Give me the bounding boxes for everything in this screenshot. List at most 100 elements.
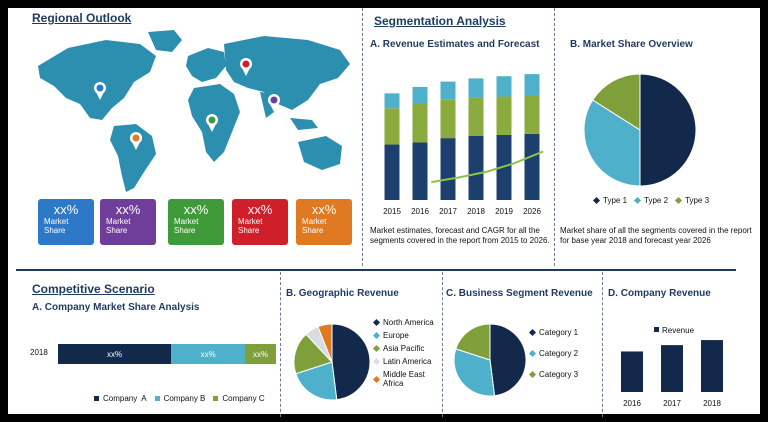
- stack-bar-segment: [412, 86, 428, 104]
- legend-label: Type 3: [685, 196, 710, 205]
- card-value: xx%: [247, 202, 273, 217]
- card-value: xx%: [183, 202, 209, 217]
- legend-label: Revenue: [662, 326, 695, 335]
- company-share-subtitle: A. Company Market Share Analysis: [32, 302, 200, 313]
- legend-swatch: [372, 331, 381, 340]
- legend-swatch: [154, 396, 160, 401]
- legend-label: Company C: [222, 394, 265, 403]
- stack-bar-segment: [468, 97, 484, 136]
- x-tick-label: 2018: [703, 399, 721, 408]
- legend-label: Company A: [103, 394, 147, 403]
- legend-swatch: [372, 344, 381, 353]
- company-revenue-subtitle: D. Company Revenue: [608, 288, 711, 299]
- section-divider: [16, 269, 736, 271]
- market-share-subtitle: B. Market Share Overview: [570, 39, 693, 50]
- market-share-pie: [583, 73, 697, 187]
- card-value: xx%: [115, 202, 141, 217]
- legend-swatch: [633, 196, 642, 205]
- revenue-bar: [621, 351, 643, 392]
- stack-bar-segment: [384, 93, 400, 109]
- legend-item: Category 3: [528, 370, 578, 379]
- card-label: Market: [174, 217, 199, 226]
- company-bar-segment: xx%: [171, 344, 246, 364]
- regional-outlook-title: Regional Outlook: [32, 11, 132, 25]
- divider: [554, 8, 555, 266]
- legend-swatch: [213, 396, 219, 401]
- card-label: Market: [302, 217, 327, 226]
- legend-swatch: [372, 357, 381, 366]
- divider: [362, 8, 363, 266]
- europe-shape: [186, 48, 226, 82]
- revenue-forecast-subtitle: A. Revenue Estimates and Forecast: [370, 39, 540, 50]
- stack-bar-segment: [524, 74, 540, 96]
- pie-slice: [293, 333, 333, 375]
- x-tick-label: 2016: [411, 207, 429, 216]
- pie-slice: [489, 323, 527, 397]
- legend-item: Type 2: [633, 196, 669, 205]
- stack-bar-segment: [496, 96, 512, 135]
- card-label: Market: [44, 217, 69, 226]
- geographic-revenue-subtitle: B. Geographic Revenue: [286, 288, 399, 299]
- card-value: xx%: [53, 202, 79, 217]
- pie-slice: [295, 361, 338, 401]
- stack-bar-segment: [524, 95, 540, 134]
- divider: [602, 272, 603, 417]
- legend-swatch: [654, 327, 659, 332]
- business-segment-pie: [453, 323, 527, 397]
- geographic-revenue-pie: [293, 323, 371, 401]
- legend-swatch: [372, 375, 381, 383]
- legend-swatch: [528, 328, 537, 337]
- legend-swatch: [372, 318, 381, 327]
- pie-slice: [331, 323, 371, 401]
- legend-swatch: [528, 370, 537, 379]
- market-share-card: xx% Market Share: [168, 199, 224, 245]
- company-share-bar: 2018 xx% xx% xx%: [30, 344, 276, 364]
- legend-item: Asia Pacific: [372, 344, 434, 353]
- legend-label: Asia Pacific: [383, 344, 425, 353]
- legend-label: Middle East Africa: [383, 370, 425, 388]
- pie-slice: [592, 73, 641, 131]
- map-pin-icon: [94, 82, 106, 100]
- map-pin-icon: [240, 58, 252, 76]
- se-asia-shape: [290, 118, 318, 130]
- stack-bar-segment: [440, 99, 456, 139]
- stack-bar-segment: [496, 134, 512, 200]
- stack-bar-segment: [440, 81, 456, 100]
- legend-item: Type 3: [674, 196, 710, 205]
- competitive-scenario-title: Competitive Scenario: [32, 282, 155, 296]
- legend-item: Company B: [154, 394, 205, 403]
- stack-bar-segment: [468, 136, 484, 200]
- infographic-frame: Regional Outlook xx% Mark: [6, 6, 762, 417]
- card-label: Share: [174, 226, 196, 235]
- geographic-revenue-legend: North America Europe Asia Pacific Latin Ame…: [372, 318, 434, 388]
- stack-bar-segment: [440, 138, 456, 200]
- business-segment-legend: Category 1 Category 2 Category 3: [528, 328, 578, 379]
- market-share-legend: Type 1 Type 2 Type 3: [592, 196, 710, 205]
- card-value: xx%: [311, 202, 337, 217]
- stack-bar-segment: [524, 133, 540, 200]
- legend-item: Latin America: [372, 357, 434, 366]
- pie-slice: [453, 348, 496, 397]
- legend-label: Latin America: [383, 357, 432, 366]
- x-tick-label: 2015: [383, 207, 401, 216]
- trend-line: [431, 150, 544, 184]
- card-label: Share: [44, 226, 66, 235]
- company-bar-segment: xx%: [58, 344, 172, 364]
- legend-label: Type 2: [644, 196, 669, 205]
- segmentation-analysis-title: Segmentation Analysis: [374, 14, 506, 28]
- market-share-card: xx% Market Share: [232, 199, 288, 245]
- legend-item: Type 1: [592, 196, 627, 205]
- card-label: Market: [106, 217, 131, 226]
- market-share-card: xx% Market Share: [296, 199, 352, 245]
- stack-bar-segment: [496, 76, 512, 97]
- market-share-card: xx% Market Share: [100, 199, 156, 245]
- stack-bar-segment: [412, 142, 428, 200]
- x-tick-label: 2018: [467, 207, 485, 216]
- business-segment-subtitle: C. Business Segment Revenue: [446, 288, 593, 299]
- card-label: Share: [106, 226, 128, 235]
- map-pin-icon: [268, 94, 280, 112]
- x-tick-label: 2026: [523, 207, 541, 216]
- x-tick-label: 2017: [663, 399, 681, 408]
- x-tick-label: 2019: [495, 207, 513, 216]
- stack-bar-segment: [468, 78, 484, 98]
